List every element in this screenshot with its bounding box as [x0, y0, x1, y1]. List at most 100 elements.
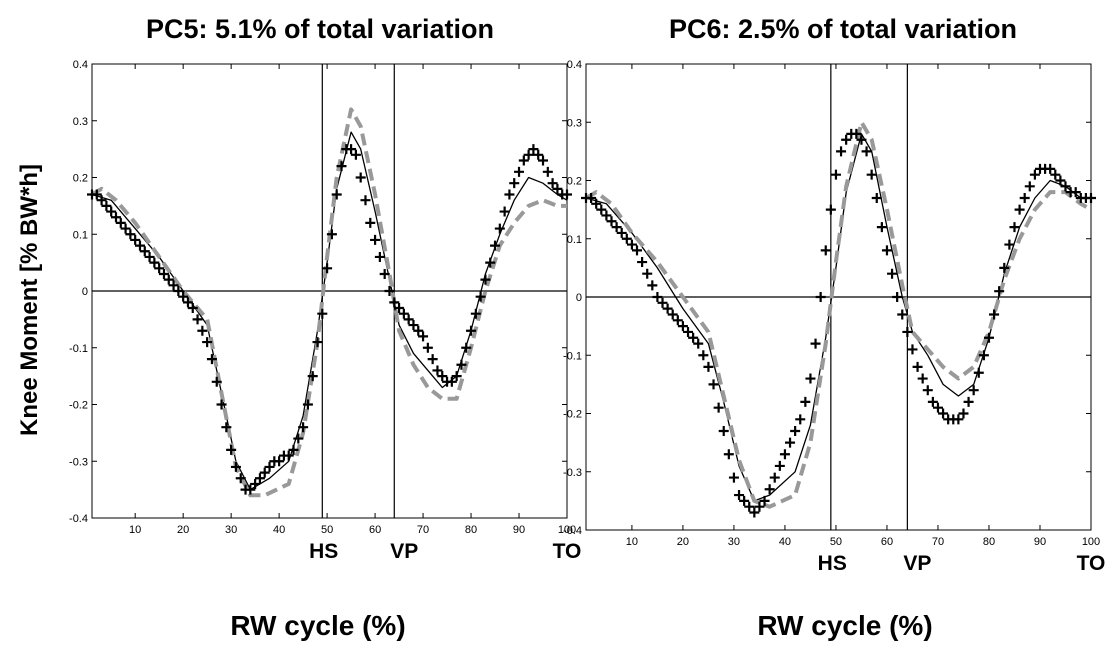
data-point [168, 280, 179, 291]
x-axis-label: RW cycle (%) [230, 610, 405, 641]
chart-title: PC6: 2.5% of total variation [669, 14, 1017, 44]
data-point [774, 460, 785, 471]
event-label: VP [903, 552, 931, 575]
data-point [158, 268, 169, 279]
y-tick-label: 0.1 [567, 234, 582, 246]
data-point [902, 326, 913, 337]
data-point [374, 251, 385, 262]
x-tick-label: 60 [369, 524, 381, 536]
data-point [346, 144, 357, 155]
y-tick-label: 0.4 [567, 59, 582, 71]
data-point [187, 303, 198, 314]
y-tick-label: 0.3 [73, 116, 88, 128]
data-point [389, 297, 400, 308]
y-tick-label: 0.3 [567, 117, 582, 129]
data-point [475, 291, 486, 302]
data-point [881, 245, 892, 256]
data-point [999, 262, 1010, 273]
data-point [1029, 169, 1040, 180]
data-point [887, 268, 898, 279]
data-point [466, 325, 477, 336]
x-tick-label: 80 [983, 536, 995, 548]
data-point [259, 467, 270, 478]
data-point [958, 408, 969, 419]
data-point [785, 437, 796, 448]
data-point [552, 183, 563, 194]
data-point [790, 425, 801, 436]
data-point [485, 257, 496, 268]
data-point [606, 216, 617, 227]
data-point [708, 379, 719, 390]
series-solid-line [585, 133, 1091, 502]
data-point [657, 297, 668, 308]
data-point [480, 274, 491, 285]
x-tick-label: 90 [513, 524, 525, 536]
data-point [528, 144, 539, 155]
y-tick-label: -0.1 [69, 343, 88, 355]
data-point [795, 414, 806, 425]
data-point [494, 223, 505, 234]
data-point [182, 297, 193, 308]
data-point [322, 263, 333, 274]
data-point [759, 495, 770, 506]
data-point [288, 444, 299, 455]
data-point [1070, 187, 1081, 198]
data-point [1014, 204, 1025, 215]
data-point [154, 263, 165, 274]
data-point [355, 172, 366, 183]
x-tick-label: 10 [129, 524, 141, 536]
data-point [250, 478, 261, 489]
data-point [652, 292, 663, 302]
x-tick-label: 70 [932, 536, 944, 548]
x-tick-label: 30 [728, 536, 740, 548]
data-point [815, 292, 826, 302]
data-point [360, 195, 371, 206]
data-point [897, 309, 908, 320]
data-point [456, 359, 467, 370]
data-point [384, 286, 395, 296]
data-point [206, 354, 217, 365]
data-point [779, 449, 790, 460]
x-tick-label: 50 [321, 524, 333, 536]
x-axis-label: RW cycle (%) [757, 610, 932, 641]
y-tick-label: -0.3 [563, 467, 582, 479]
data-point [800, 396, 811, 407]
data-point [861, 146, 872, 157]
data-point [642, 268, 653, 279]
data-point [96, 195, 107, 206]
data-point [331, 189, 342, 200]
data-point [1024, 181, 1035, 192]
data-point [764, 484, 775, 495]
data-point [989, 309, 1000, 320]
data-point [293, 433, 304, 444]
y-tick-label: 0.1 [73, 229, 88, 241]
data-point [533, 149, 544, 160]
data-point [130, 234, 141, 245]
event-label: TO [1077, 552, 1106, 575]
event-label: TO [553, 540, 582, 563]
data-point [917, 373, 928, 384]
data-point [91, 189, 102, 200]
data-point [836, 146, 847, 157]
data-point [202, 337, 213, 348]
data-point [264, 461, 275, 472]
y-tick-label: -0.1 [563, 350, 582, 362]
event-label: HS [309, 540, 338, 563]
data-point [876, 222, 887, 233]
data-point [110, 212, 121, 223]
data-point [892, 292, 903, 302]
data-point [994, 286, 1005, 297]
data-point [547, 178, 558, 189]
data-point [851, 128, 862, 139]
plot-area: -0.4 -0.3 -0.2 -0.1 0 0.1 0.2 0.3 0.4 10 20 30 40 50 6… [563, 59, 1105, 575]
data-point [703, 361, 714, 372]
data-point [693, 338, 704, 349]
data-point [1004, 239, 1015, 250]
data-point [298, 422, 309, 433]
data-point [601, 210, 612, 221]
y-tick-label: 0.4 [73, 59, 88, 71]
series-dashed-line [90, 107, 567, 498]
data-point [403, 314, 414, 325]
data-point [192, 314, 203, 325]
data-point [379, 268, 390, 279]
